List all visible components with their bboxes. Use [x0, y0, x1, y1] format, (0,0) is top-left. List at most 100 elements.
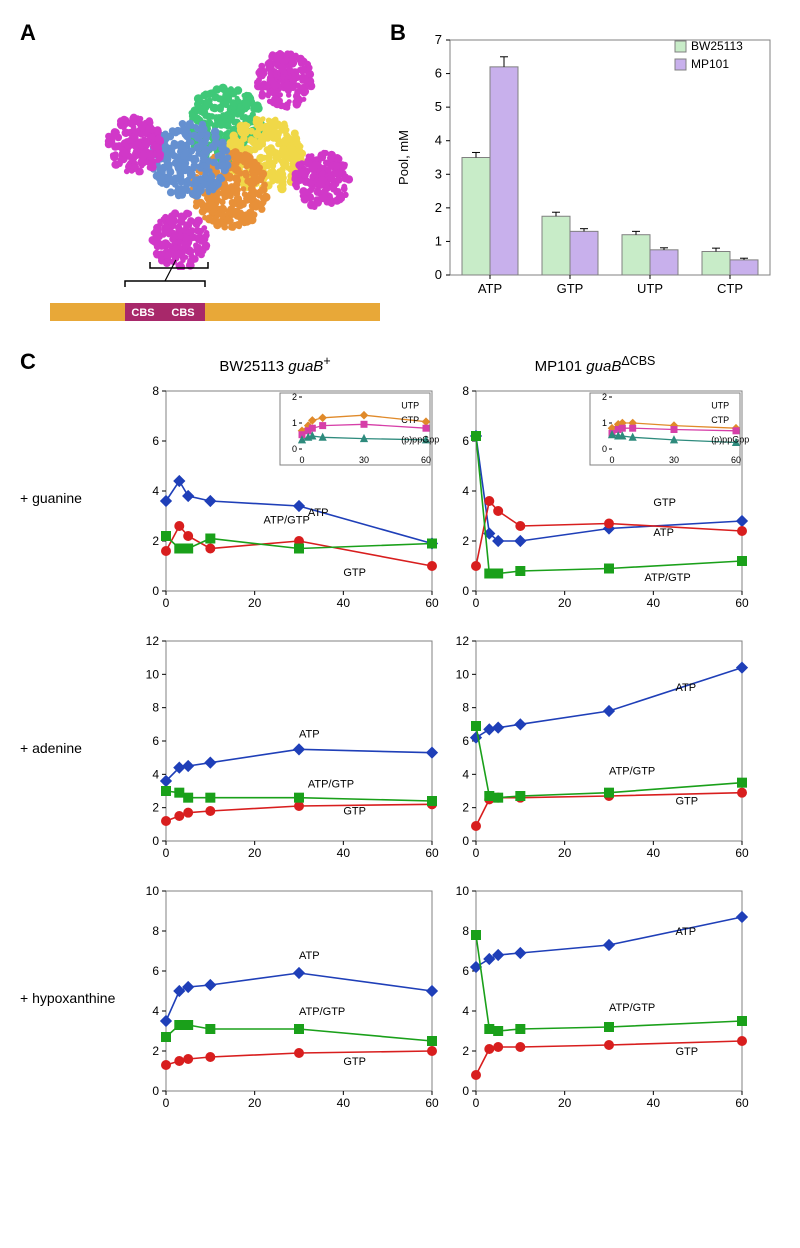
- svg-text:CTP: CTP: [401, 415, 419, 425]
- cbs-label: CBS: [131, 307, 154, 319]
- svg-text:60: 60: [425, 1096, 439, 1110]
- svg-text:6: 6: [152, 734, 159, 748]
- svg-text:60: 60: [735, 1096, 749, 1110]
- chart-row: + guanine024680204060ATPGTPATP/GTP012030…: [20, 383, 780, 613]
- svg-text:0: 0: [163, 1096, 170, 1110]
- x-category: UTP: [637, 281, 663, 296]
- svg-text:8: 8: [152, 701, 159, 715]
- svg-text:6: 6: [462, 734, 469, 748]
- svg-text:60: 60: [421, 455, 431, 465]
- col-header-mp: MP101 guaBΔCBS: [480, 354, 710, 375]
- svg-text:10: 10: [146, 884, 160, 898]
- series-label: ATP: [676, 926, 697, 938]
- svg-text:30: 30: [359, 455, 369, 465]
- svg-text:UTP: UTP: [711, 401, 729, 411]
- x-category: GTP: [557, 281, 584, 296]
- svg-text:0: 0: [152, 834, 159, 848]
- line-chart: 0246810120204060ATPGTPATP/GTP: [130, 633, 440, 863]
- panel-a: A CBSCBS: [20, 20, 380, 324]
- svg-text:40: 40: [647, 596, 661, 610]
- series-label: ATP/GTP: [264, 515, 310, 527]
- chart-row: + hypoxanthine02468100204060ATPGTPATP/GT…: [20, 883, 780, 1113]
- svg-text:1: 1: [602, 418, 607, 428]
- svg-text:1: 1: [292, 418, 297, 428]
- bar: [570, 231, 598, 275]
- svg-text:0: 0: [609, 455, 614, 465]
- svg-text:2: 2: [435, 200, 442, 215]
- row-label: + hypoxanthine: [20, 990, 130, 1006]
- svg-text:0: 0: [152, 584, 159, 598]
- svg-text:0: 0: [462, 1084, 469, 1098]
- svg-text:60: 60: [735, 846, 749, 860]
- svg-text:20: 20: [558, 846, 572, 860]
- panel-c-label: C: [20, 349, 36, 375]
- svg-text:5: 5: [435, 99, 442, 114]
- svg-text:60: 60: [425, 846, 439, 860]
- svg-text:0: 0: [292, 444, 297, 454]
- x-category: ATP: [478, 281, 502, 296]
- svg-text:6: 6: [462, 964, 469, 978]
- svg-text:0: 0: [473, 1096, 480, 1110]
- chart-row: + adenine0246810120204060ATPGTPATP/GTP02…: [20, 633, 780, 863]
- bar: [462, 158, 490, 276]
- svg-text:12: 12: [146, 634, 160, 648]
- svg-text:0: 0: [163, 846, 170, 860]
- bar: [702, 252, 730, 276]
- svg-text:8: 8: [462, 384, 469, 398]
- series-label: ATP: [299, 729, 320, 741]
- x-category: CTP: [717, 281, 743, 296]
- svg-text:12: 12: [456, 634, 470, 648]
- svg-text:6: 6: [435, 66, 442, 81]
- svg-text:(p)ppGpp: (p)ppGpp: [401, 435, 439, 445]
- series-label: GTP: [676, 795, 699, 807]
- bar: [730, 260, 758, 275]
- svg-text:0: 0: [152, 1084, 159, 1098]
- series-label: ATP/GTP: [308, 779, 354, 791]
- bar: [622, 235, 650, 275]
- svg-text:4: 4: [462, 484, 469, 498]
- series-label: ATP: [676, 682, 697, 694]
- svg-text:6: 6: [462, 434, 469, 448]
- svg-text:10: 10: [456, 884, 470, 898]
- col-header-bw: BW25113 guaB+: [160, 354, 390, 375]
- series-label: ATP/GTP: [644, 572, 690, 584]
- svg-text:4: 4: [462, 1004, 469, 1018]
- svg-text:2: 2: [292, 392, 297, 402]
- series-label: ATP/GTP: [299, 1006, 345, 1018]
- line-chart: 024680204060ATPGTPATP/GTP01203060UTPCTP(…: [440, 383, 750, 613]
- svg-text:8: 8: [152, 924, 159, 938]
- svg-text:10: 10: [146, 667, 160, 681]
- svg-text:UTP: UTP: [401, 401, 419, 411]
- svg-text:0: 0: [462, 834, 469, 848]
- bar: [650, 250, 678, 275]
- row-label: + adenine: [20, 740, 130, 756]
- svg-text:40: 40: [647, 1096, 661, 1110]
- svg-text:(p)ppGpp: (p)ppGpp: [711, 435, 749, 445]
- domain-bar: CBS CBS: [50, 300, 380, 324]
- svg-text:30: 30: [669, 455, 679, 465]
- y-axis-label: Pool, mM: [396, 130, 411, 185]
- svg-text:40: 40: [647, 846, 661, 860]
- svg-text:8: 8: [152, 384, 159, 398]
- svg-text:40: 40: [337, 596, 351, 610]
- svg-text:6: 6: [152, 434, 159, 448]
- svg-text:4: 4: [152, 1004, 159, 1018]
- svg-text:40: 40: [337, 846, 351, 860]
- svg-text:0: 0: [163, 596, 170, 610]
- svg-text:60: 60: [731, 455, 741, 465]
- series-label: GTP: [343, 1056, 366, 1068]
- cbs-label: CBS: [171, 307, 194, 319]
- series-label: ATP/GTP: [609, 1002, 655, 1014]
- svg-text:0: 0: [602, 444, 607, 454]
- legend-label: MP101: [691, 57, 729, 71]
- svg-text:4: 4: [435, 133, 442, 148]
- svg-text:4: 4: [152, 767, 159, 781]
- line-chart: 0246810120204060ATPGTPATP/GTP: [440, 633, 750, 863]
- svg-text:20: 20: [248, 846, 262, 860]
- panel-b-label: B: [390, 20, 406, 46]
- svg-text:10: 10: [456, 667, 470, 681]
- svg-text:CTP: CTP: [711, 415, 729, 425]
- svg-text:20: 20: [248, 596, 262, 610]
- svg-text:20: 20: [558, 1096, 572, 1110]
- panel-b: B 01234567Pool, mMATPGTPUTPCTPBW25113MP1…: [390, 20, 780, 324]
